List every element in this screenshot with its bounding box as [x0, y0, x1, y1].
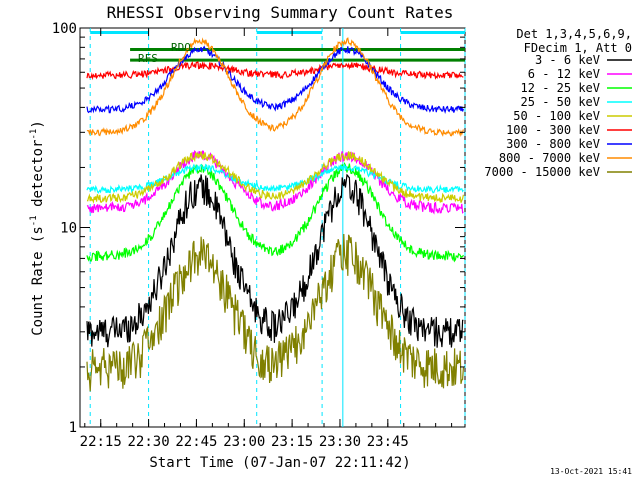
rdo-annotation: RDO [171, 41, 191, 54]
y-tick-label-0: 100 [52, 21, 77, 37]
legend-header-line1: Det 1,3,4,5,6,9, [516, 27, 632, 41]
chart-title: RHESSI Observing Summary Count Rates [107, 3, 454, 22]
x-tick-label-4: 23:15 [271, 434, 313, 450]
legend-label-7: 800 - 7000 keV [499, 151, 600, 165]
series-line-5 [86, 60, 464, 81]
x-tick-label-2: 22:45 [175, 434, 217, 450]
series-line-7 [86, 37, 464, 137]
y-tick-label-1: 10 [60, 221, 77, 237]
series-line-2 [86, 161, 464, 263]
x-tick-label-1: 22:30 [128, 434, 170, 450]
x-tick-label-3: 23:00 [223, 434, 265, 450]
rfs-annotation: RFS [138, 52, 158, 65]
legend: Det 1,3,4,5,6,9, FDecim 1, Att 0 3 - 6 k… [484, 27, 632, 179]
legend-label-1: 6 - 12 keV [528, 67, 600, 81]
legend-label-4: 50 - 100 keV [513, 109, 600, 123]
legend-label-6: 300 - 800 keV [506, 137, 600, 151]
x-tick-label-0: 22:15 [80, 434, 122, 450]
legend-label-8: 7000 - 15000 keV [484, 165, 600, 179]
x-axis-label: Start Time (07-Jan-07 22:11:42) [149, 455, 410, 471]
series-line-3 [86, 163, 464, 194]
series-layer [86, 37, 464, 392]
x-tick-label-6: 23:45 [367, 434, 409, 450]
legend-label-0: 3 - 6 keV [535, 53, 600, 67]
series-line-8 [86, 233, 464, 392]
series-line-1 [86, 149, 464, 215]
series-line-4 [86, 151, 464, 204]
legend-header-line2: FDecim 1, Att 0 [524, 41, 632, 55]
x-tick-label-5: 23:30 [319, 434, 361, 450]
legend-label-5: 100 - 300 keV [506, 123, 600, 137]
series-line-0 [86, 173, 464, 348]
series-line-6 [86, 45, 464, 115]
axis-layer: 22:15 22:30 22:45 23:00 23:15 23:30 23:45 100 10… [52, 21, 465, 450]
y-axis-label: Count Rate (s-1 detector-1) [29, 120, 46, 336]
y-tick-label-2: 1 [69, 420, 77, 436]
legend-label-3: 25 - 50 keV [521, 95, 600, 109]
legend-label-2: 12 - 25 keV [521, 81, 600, 95]
timestamp: 13-Oct-2021 15:41 [550, 467, 632, 476]
